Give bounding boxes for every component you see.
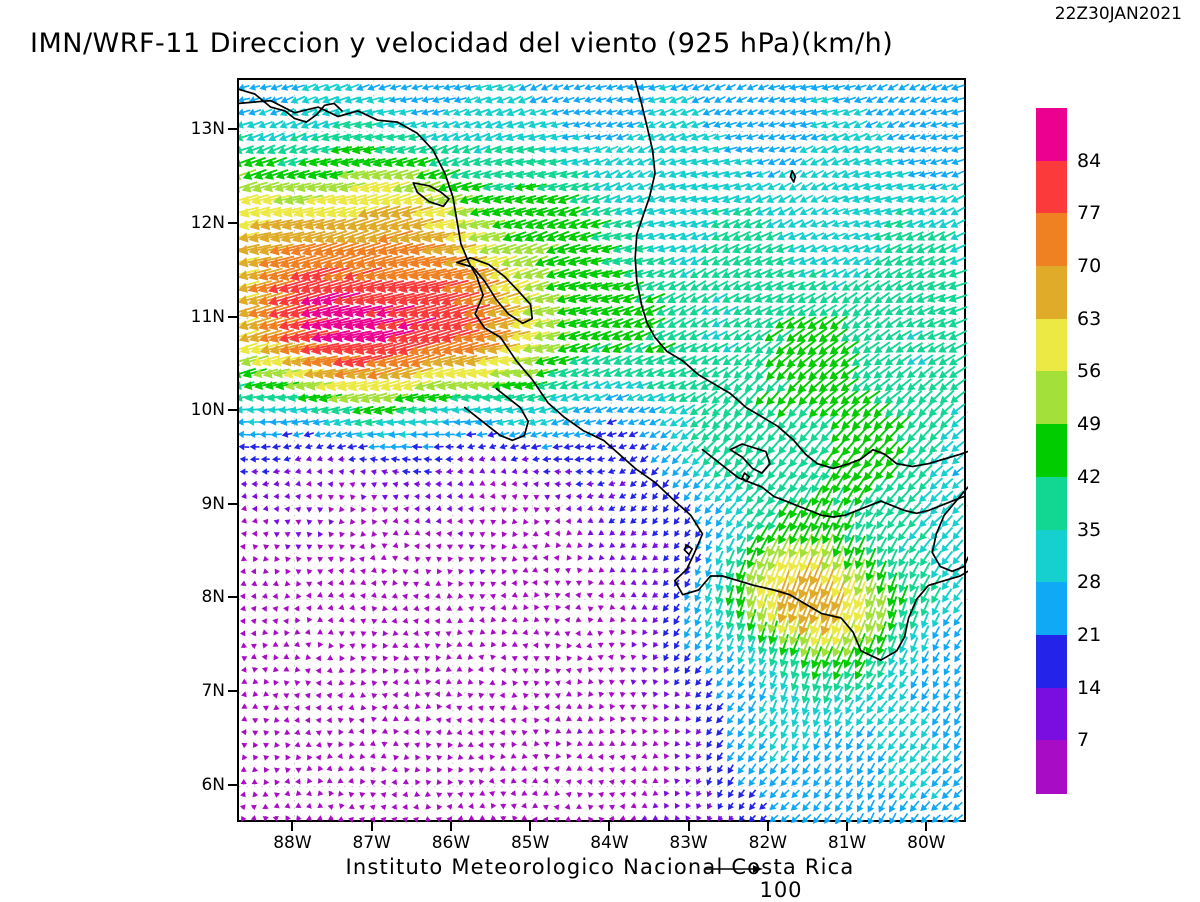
ytick-mark: [228, 128, 237, 130]
speed-colorbar: [1036, 108, 1067, 793]
xtick-mark: [291, 822, 293, 831]
ytick-mark: [228, 784, 237, 786]
xtick-mark: [450, 822, 452, 831]
colorbar-label-49: 49: [1077, 413, 1101, 435]
colorbar-band-2: [1036, 213, 1067, 266]
ytick-label-7N: 7N: [159, 681, 225, 701]
colorbar-label-35: 35: [1077, 519, 1101, 541]
colorbar-label-77: 77: [1077, 202, 1101, 224]
colorbar-band-9: [1036, 582, 1067, 635]
xtick-label-82W: 82W: [749, 833, 787, 853]
valid-timestamp: 22Z30JAN2021: [1055, 4, 1182, 24]
colorbar-band-12: [1036, 740, 1067, 793]
xtick-label-83W: 83W: [669, 833, 707, 853]
ytick-mark: [228, 222, 237, 224]
colorbar-band-8: [1036, 530, 1067, 583]
xtick-label-80W: 80W: [907, 833, 945, 853]
colorbar-label-63: 63: [1077, 308, 1101, 330]
wind-arrows: [239, 84, 967, 824]
colorbar-band-7: [1036, 477, 1067, 530]
reference-vector-label: 100: [759, 878, 802, 902]
xtick-mark: [688, 822, 690, 831]
xtick-label-87W: 87W: [352, 833, 390, 853]
xtick-mark: [608, 822, 610, 831]
xtick-label-84W: 84W: [590, 833, 628, 853]
ytick-label-8N: 8N: [159, 587, 225, 607]
colorbar-band-10: [1036, 635, 1067, 688]
xtick-label-85W: 85W: [511, 833, 549, 853]
colorbar-label-84: 84: [1077, 150, 1101, 172]
colorbar-band-3: [1036, 266, 1067, 319]
xtick-mark: [371, 822, 373, 831]
ytick-label-11N: 11N: [159, 307, 225, 327]
ytick-label-13N: 13N: [159, 119, 225, 139]
xtick-label-86W: 86W: [432, 833, 470, 853]
xtick-label-81W: 81W: [828, 833, 866, 853]
ytick-mark: [228, 596, 237, 598]
colorbar-label-21: 21: [1077, 624, 1101, 646]
colorbar-band-11: [1036, 688, 1067, 741]
colorbar-label-56: 56: [1077, 360, 1101, 382]
institution-credit: Instituto Meteorologico Nacional Costa R…: [0, 855, 1200, 879]
colorbar-label-14: 14: [1077, 677, 1101, 699]
xtick-label-88W: 88W: [273, 833, 311, 853]
chart-title: IMN/WRF-11 Direccion y velocidad del vie…: [30, 28, 893, 59]
colorbar-band-1: [1036, 161, 1067, 214]
colorbar-label-42: 42: [1077, 466, 1101, 488]
ytick-mark: [228, 316, 237, 318]
ytick-label-10N: 10N: [159, 400, 225, 420]
map-plot-area: [237, 78, 966, 822]
ytick-label-6N: 6N: [159, 775, 225, 795]
colorbar-band-4: [1036, 319, 1067, 372]
xtick-mark: [925, 822, 927, 831]
ytick-label-9N: 9N: [159, 494, 225, 514]
ytick-mark: [228, 690, 237, 692]
colorbar-band-6: [1036, 424, 1067, 477]
ytick-label-12N: 12N: [159, 213, 225, 233]
colorbar-label-28: 28: [1077, 571, 1101, 593]
colorbar-label-70: 70: [1077, 255, 1101, 277]
xtick-mark: [767, 822, 769, 831]
ytick-mark: [228, 409, 237, 411]
ytick-mark: [228, 503, 237, 505]
xtick-mark: [846, 822, 848, 831]
colorbar-label-7: 7: [1077, 729, 1089, 751]
xtick-mark: [529, 822, 531, 831]
colorbar-band-5: [1036, 371, 1067, 424]
wind-vector-field: [239, 80, 968, 824]
colorbar-band-0: [1036, 108, 1067, 161]
